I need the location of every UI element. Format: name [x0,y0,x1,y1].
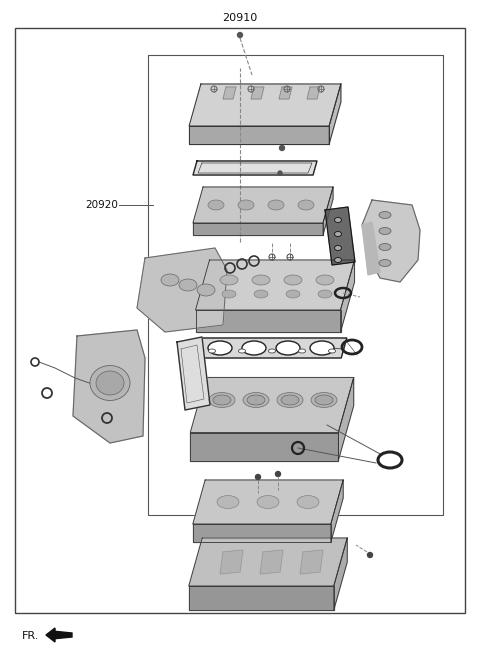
Ellipse shape [222,290,236,298]
Polygon shape [193,161,317,175]
Ellipse shape [179,279,197,291]
Polygon shape [338,378,354,461]
Ellipse shape [208,200,224,210]
Ellipse shape [257,495,279,509]
Polygon shape [329,84,341,144]
Ellipse shape [276,341,300,355]
Ellipse shape [379,244,391,250]
Ellipse shape [208,341,232,355]
Text: 20910: 20910 [222,13,258,23]
Polygon shape [223,87,236,99]
Polygon shape [300,550,323,574]
Ellipse shape [268,200,284,210]
Polygon shape [220,550,243,574]
Polygon shape [331,480,343,542]
Ellipse shape [208,349,216,353]
Circle shape [255,474,261,480]
Polygon shape [195,310,340,332]
Ellipse shape [238,200,254,210]
Circle shape [278,171,282,175]
Ellipse shape [284,275,302,285]
Polygon shape [190,432,338,461]
Polygon shape [195,260,355,310]
Polygon shape [193,480,343,524]
Ellipse shape [379,212,391,219]
Ellipse shape [96,371,124,395]
Ellipse shape [243,392,269,407]
Polygon shape [362,200,420,282]
Polygon shape [193,338,347,358]
Ellipse shape [298,200,314,210]
Polygon shape [362,222,380,275]
Polygon shape [189,126,329,144]
Ellipse shape [316,275,334,285]
Polygon shape [334,538,347,610]
Ellipse shape [286,290,300,298]
Polygon shape [189,84,341,126]
Polygon shape [189,538,347,586]
Polygon shape [52,631,72,639]
Circle shape [368,553,372,558]
Ellipse shape [217,495,239,509]
Ellipse shape [318,290,332,298]
Circle shape [279,145,285,150]
Ellipse shape [328,349,336,353]
Bar [15,28,465,613]
Ellipse shape [213,395,231,405]
Polygon shape [193,524,331,542]
Ellipse shape [247,395,265,405]
Ellipse shape [254,290,268,298]
Ellipse shape [310,341,334,355]
Polygon shape [177,337,210,410]
Polygon shape [193,223,323,235]
Ellipse shape [335,217,341,223]
Circle shape [238,32,242,37]
Ellipse shape [209,392,235,407]
Text: 20920: 20920 [85,200,118,210]
Ellipse shape [379,227,391,235]
Ellipse shape [315,395,333,405]
Ellipse shape [311,392,337,407]
Polygon shape [189,586,334,610]
Ellipse shape [220,275,238,285]
Polygon shape [46,628,55,642]
Ellipse shape [277,392,303,407]
Polygon shape [73,330,145,443]
Circle shape [276,472,280,476]
Polygon shape [190,378,354,432]
Ellipse shape [90,365,130,401]
Ellipse shape [335,246,341,250]
Polygon shape [340,260,355,332]
Polygon shape [251,87,264,99]
Ellipse shape [252,275,270,285]
Ellipse shape [297,495,319,509]
Ellipse shape [239,349,245,353]
Ellipse shape [299,349,305,353]
Ellipse shape [281,395,299,405]
Polygon shape [279,87,292,99]
Ellipse shape [379,260,391,267]
Polygon shape [193,187,333,223]
Ellipse shape [335,258,341,263]
Polygon shape [325,207,355,265]
Ellipse shape [335,231,341,237]
Polygon shape [260,550,283,574]
Polygon shape [323,187,333,235]
Polygon shape [307,87,320,99]
Ellipse shape [268,349,276,353]
Ellipse shape [242,341,266,355]
Text: FR.: FR. [22,631,39,641]
Polygon shape [137,248,227,332]
Ellipse shape [197,284,215,296]
Ellipse shape [161,274,179,286]
Bar [148,55,443,515]
